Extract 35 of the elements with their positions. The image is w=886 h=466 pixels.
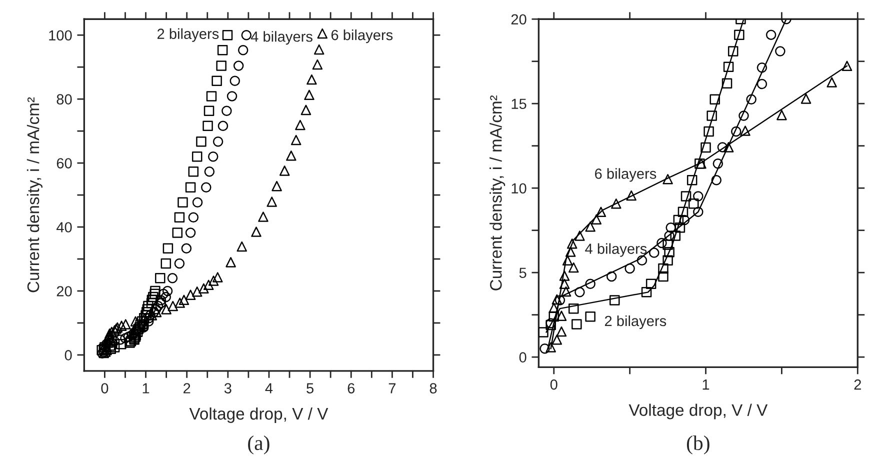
x-tick-label: 7	[388, 383, 396, 394]
x-tick-label: 6	[348, 383, 355, 394]
annotation: 2 bilayers	[604, 315, 666, 330]
y-tick-label: 60	[56, 158, 72, 168]
annotation: 2 bilayers	[157, 28, 219, 42]
annotation: 4 bilayers	[585, 243, 647, 257]
x-axis-title: Voltage drop, V / V	[628, 404, 768, 420]
x-tick-label: 8	[430, 383, 437, 394]
y-tick-label: 5	[519, 268, 526, 278]
y-tick-label: 40	[56, 222, 72, 232]
text: (a)	[248, 435, 270, 454]
y-tick-label: 0	[64, 350, 72, 360]
x-tick-label: 0	[550, 379, 558, 390]
x-tick-label: 1	[142, 383, 150, 394]
annotation: 6 bilayers	[331, 29, 393, 44]
annotation: 4 bilayers	[250, 31, 312, 45]
x-tick-label: 2	[184, 383, 190, 394]
x-tick-label: 3	[224, 383, 232, 394]
y-tick-label: 10	[512, 183, 526, 194]
y-tick-label: 80	[56, 94, 72, 104]
y-axis-title: Current density, i / mA/cm²	[490, 95, 506, 290]
x-tick-label: 4	[265, 383, 273, 394]
y-tick-label: 15	[512, 98, 526, 110]
y-axis-title: Current density, i / mA/cm²	[26, 97, 42, 292]
text: (b)	[686, 435, 710, 454]
x-tick-label: 1	[702, 380, 710, 390]
y-tick-label: 100	[49, 30, 72, 41]
x-axis-title: Voltage drop, V / V	[189, 407, 328, 423]
x-tick-label: 0	[101, 383, 108, 394]
y-tick-label: 20	[56, 286, 72, 296]
annotation: 6 bilayers	[595, 168, 656, 182]
y-tick-label: 20	[511, 14, 526, 25]
x-tick-label: 2	[854, 379, 861, 390]
y-tick-label: 0	[519, 352, 526, 362]
x-tick-label: 5	[306, 383, 314, 394]
